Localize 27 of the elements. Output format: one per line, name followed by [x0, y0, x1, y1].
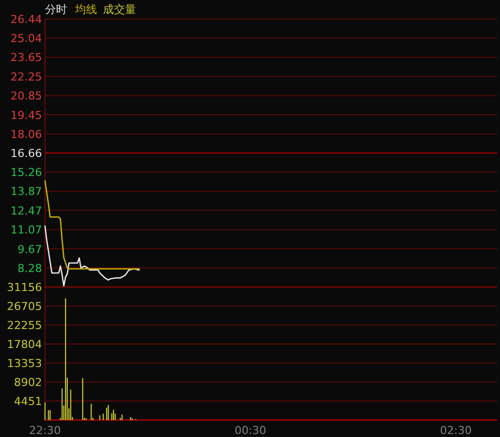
y-tick-label: 23.65: [10, 51, 42, 64]
y-tick-label: 26.44: [10, 13, 42, 26]
x-tick-label: 22:30: [29, 424, 61, 437]
y-tick-label: 26705: [7, 300, 42, 313]
y-tick-label: 12.47: [10, 204, 42, 218]
y-tick-label: 16.66: [10, 147, 42, 160]
y-tick-label: 17804: [7, 338, 42, 351]
x-tick-label: 02:30: [440, 424, 472, 437]
y-tick-label: 13.87: [10, 185, 42, 198]
y-tick-label: 31156: [7, 281, 42, 294]
y-tick-label: 15.26: [10, 166, 42, 180]
y-tick-label: 18.06: [10, 128, 42, 141]
y-tick-label: 8902: [14, 376, 42, 389]
text: 成交量: [103, 3, 136, 16]
y-tick-label: 8.28: [18, 262, 42, 275]
y-tick-label: 19.45: [10, 108, 42, 122]
text: 均线: [74, 3, 97, 16]
y-tick-label: 9.67: [18, 242, 42, 256]
chart-title: 分时: [45, 3, 67, 16]
y-tick-label: 11.07: [10, 224, 42, 237]
x-tick-label: 00:30: [234, 424, 266, 437]
y-tick-label: 20.85: [10, 90, 42, 103]
y-tick-label: 4451: [14, 395, 42, 408]
y-tick-label: 25.04: [10, 32, 42, 46]
y-tick-label: 22255: [7, 318, 42, 332]
y-tick-label: 22.25: [10, 70, 42, 84]
y-tick-label: 13353: [7, 357, 42, 370]
